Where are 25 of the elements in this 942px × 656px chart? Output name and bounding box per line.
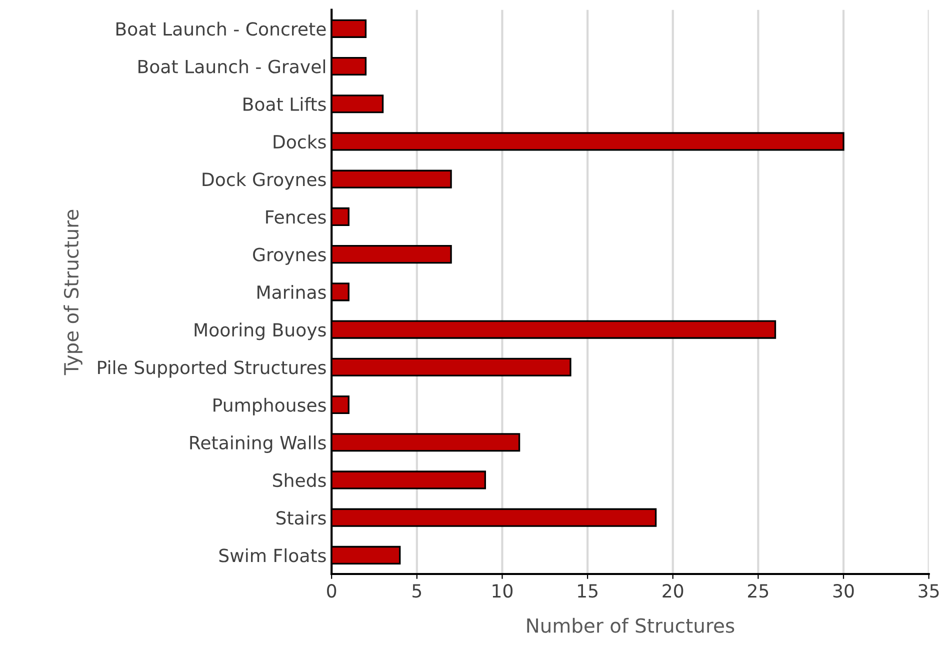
y-tick-label: Boat Launch - Gravel <box>138 59 326 74</box>
x-tick-label: 25 <box>748 584 768 598</box>
y-tick-label: Pumphouses <box>214 398 326 416</box>
x-tick-label: 10 <box>492 584 513 598</box>
y-tick-label: Pile Supported Structures <box>98 360 326 378</box>
y-tick-label: Groynes <box>253 248 326 265</box>
y-tick-label: Fences <box>266 210 326 224</box>
y-tick-label: Boat Launch - Concrete <box>116 22 326 36</box>
x-tick-label: 5 <box>412 584 422 598</box>
y-tick-label: Dock Groynes <box>202 172 326 190</box>
x-tick-label: 0 <box>327 584 336 598</box>
y-tick-label: Stairs <box>276 510 326 525</box>
x-axis-title: Number of Structures <box>527 618 734 633</box>
y-axis-title: Type of Structure <box>64 210 82 376</box>
y-tick-label: Marinas <box>258 285 326 300</box>
y-tick-label: Mooring Buoys <box>194 322 326 340</box>
x-tick-label: 15 <box>578 584 598 598</box>
y-tick-label: Docks <box>274 134 326 149</box>
x-tick-label: 30 <box>833 584 854 598</box>
y-tick-label: Sheds <box>273 473 326 488</box>
x-tick-label: 20 <box>662 584 684 598</box>
y-tick-label: Retaining Walls <box>190 436 326 453</box>
y-tick-label: Boat Lifts <box>244 97 326 111</box>
y-tick-label: Swim Floats <box>219 548 326 562</box>
x-tick-label: 35 <box>918 584 939 598</box>
